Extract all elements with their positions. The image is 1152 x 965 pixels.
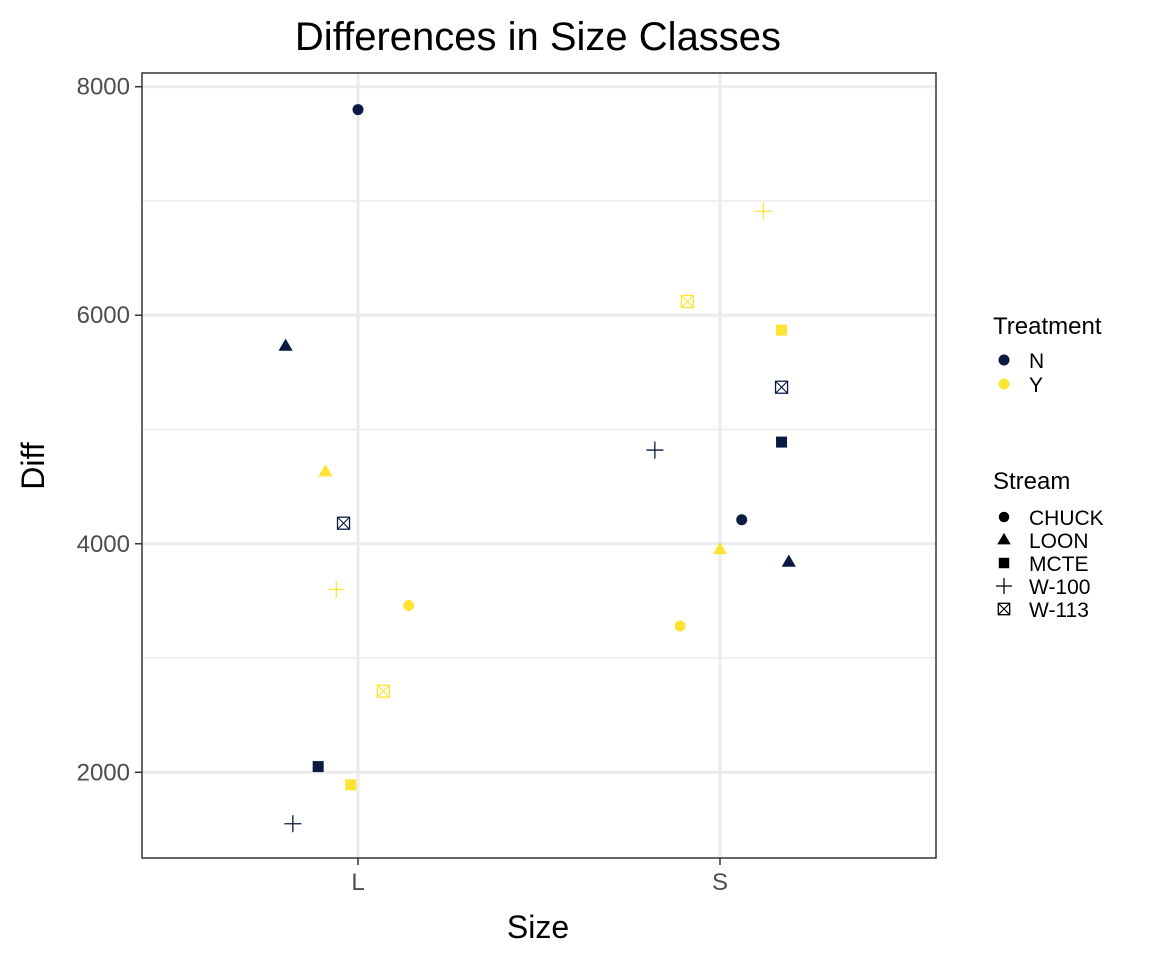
legend-treatment-title: Treatment [993, 313, 1102, 340]
chart-title: Differences in Size Classes [295, 15, 781, 59]
data-point [781, 554, 796, 567]
legend-key [995, 577, 1013, 595]
data-point [403, 599, 415, 611]
x-tick-label: L [351, 869, 364, 896]
x-axis-title: Size [507, 909, 569, 945]
y-axis-title: Diff [15, 442, 51, 490]
legend-label: MCTE [1029, 553, 1089, 576]
y-tick-label: 4000 [77, 531, 130, 558]
data-point [680, 294, 695, 309]
y-tick-label: 8000 [77, 74, 130, 101]
legend-key [998, 557, 1010, 569]
legend-key [997, 532, 1011, 545]
y-tick-label: 2000 [77, 759, 130, 786]
legend-label: W-100 [1029, 576, 1090, 599]
legend-label: LOON [1029, 530, 1089, 553]
data-point [712, 541, 728, 555]
data-point [336, 516, 351, 530]
data-point [284, 815, 302, 833]
data-point [646, 441, 664, 459]
data-point [736, 514, 748, 526]
legend-label: N [1029, 350, 1044, 373]
data-point [674, 620, 686, 632]
data-point [318, 464, 333, 477]
data-point [352, 104, 364, 116]
panel-background [142, 73, 936, 858]
legend-label: Y [1029, 374, 1043, 397]
legend-treatment: Treatment NY [993, 313, 1102, 397]
data-point [312, 761, 324, 773]
legend-stream-title: Stream [993, 468, 1070, 495]
legend-key [998, 511, 1010, 523]
y-tick-label: 6000 [77, 302, 130, 329]
data-point [278, 338, 293, 351]
legend-label: CHUCK [1029, 507, 1104, 530]
legend-key [998, 354, 1010, 366]
data-point [754, 202, 772, 220]
data-point [776, 324, 788, 336]
data-point [327, 580, 345, 598]
y-axis: 2000 4000 6000 8000 [77, 74, 142, 786]
plot-panel [141, 72, 937, 859]
data-point [774, 380, 789, 394]
x-tick-label: S [712, 869, 728, 896]
legend-label: W-113 [1029, 599, 1089, 622]
panel-border [141, 72, 937, 859]
legend-key [998, 378, 1010, 390]
data-point [376, 684, 390, 698]
data-point [345, 779, 357, 791]
data-point [776, 436, 788, 448]
legend-key [997, 602, 1011, 616]
data-points [278, 104, 796, 833]
